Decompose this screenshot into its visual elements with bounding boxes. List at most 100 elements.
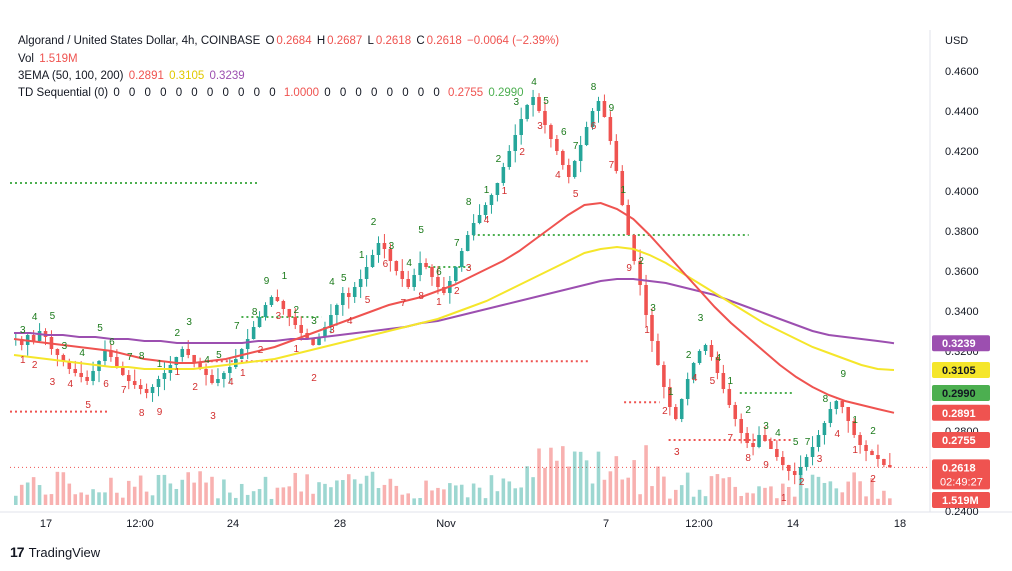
tradingview-logo[interactable]: 17 TradingView xyxy=(10,544,100,560)
td-marker-up: 8 xyxy=(252,307,258,318)
ema-label[interactable]: 3EMA (50, 100, 200) xyxy=(18,70,124,82)
td-marker-up: 5 xyxy=(97,323,103,334)
candle-body xyxy=(519,119,523,135)
td-marker-up: 1 xyxy=(620,185,626,196)
volume-bar xyxy=(335,480,339,505)
volume-bar xyxy=(566,466,571,505)
volume-bar xyxy=(525,466,529,505)
candle-body xyxy=(85,377,89,381)
candle-body xyxy=(858,435,862,445)
td-marker-up: 4 xyxy=(204,355,210,366)
volume-bar xyxy=(769,486,773,505)
td-marker-down: 5 xyxy=(710,376,716,387)
candle-body xyxy=(222,373,226,379)
candle-body xyxy=(115,357,119,367)
volume-bar xyxy=(840,492,845,505)
volume-bar xyxy=(162,474,167,505)
symbol-title[interactable]: Algorand / United States Dollar, 4h, COI… xyxy=(18,35,261,47)
candle-body xyxy=(412,275,416,287)
volume-bar xyxy=(49,494,54,505)
td-marker-down: 2 xyxy=(454,286,460,297)
volume-bar xyxy=(424,480,428,505)
volume-bar xyxy=(507,481,512,505)
x-tick-label: 24 xyxy=(227,518,239,530)
high-value: 0.2687 xyxy=(327,35,363,47)
td-marker-down: 1 xyxy=(20,355,26,366)
volume-bar xyxy=(346,474,351,505)
candle-body xyxy=(561,151,565,165)
legend-volume-row: Vol 1.519M xyxy=(18,53,80,65)
candle-body xyxy=(608,117,613,141)
td-marker-down: 1 xyxy=(175,367,181,378)
candle-body xyxy=(257,317,262,327)
td-marker-up: 3 xyxy=(311,316,317,327)
price-tag-label: 0.2990 xyxy=(942,388,976,400)
low-label: L xyxy=(367,35,374,47)
volume-bar xyxy=(614,456,619,505)
td-marker-up: 4 xyxy=(716,353,722,364)
volume-label[interactable]: Vol xyxy=(18,53,34,65)
candle-body xyxy=(228,367,232,373)
volume-bar xyxy=(14,495,18,505)
volume-bar xyxy=(67,483,72,505)
td-marker-down: 2 xyxy=(870,474,876,485)
candle-body xyxy=(697,351,702,363)
candle-body xyxy=(358,279,363,287)
td-marker-down: 6 xyxy=(103,379,109,390)
candle-body xyxy=(293,317,298,325)
volume-bar xyxy=(626,477,630,505)
y-tick-label: 0.3600 xyxy=(945,266,979,278)
y-tick-label: 0.2400 xyxy=(945,506,979,518)
volume-bar xyxy=(156,474,161,505)
candle-body xyxy=(650,315,654,341)
candle-body xyxy=(786,465,791,471)
candle-body xyxy=(364,267,369,279)
candle-body xyxy=(103,351,107,361)
volume-bar xyxy=(352,479,357,505)
volume-bar xyxy=(555,460,559,505)
td-zeros-a: 0 0 0 0 0 0 0 0 0 0 0 xyxy=(113,87,279,99)
candle-body xyxy=(126,375,131,381)
volume-bar xyxy=(662,476,666,505)
td-marker-down: 6 xyxy=(591,121,597,132)
volume-bar xyxy=(685,472,690,505)
volume-bar xyxy=(126,480,131,505)
candle-body xyxy=(109,351,113,357)
volume-bar xyxy=(816,476,821,505)
td-marker-down: 2 xyxy=(662,406,668,417)
candle-body xyxy=(733,405,738,419)
candle-body xyxy=(73,369,78,373)
volume-bar xyxy=(430,490,434,505)
candle-body xyxy=(156,379,161,387)
price-tag-label: 0.2618 xyxy=(942,462,976,474)
td-marker-up: 5 xyxy=(793,437,799,448)
candle-body xyxy=(483,205,488,215)
candle-body xyxy=(424,263,428,267)
td-marker-down: 9 xyxy=(157,407,163,418)
volume-bar xyxy=(85,494,89,505)
td-marker-down: 2 xyxy=(799,477,805,488)
candle-body xyxy=(216,379,220,383)
volume-bar xyxy=(489,475,494,505)
candle-body xyxy=(614,141,619,171)
td-marker-up: 9 xyxy=(264,276,270,287)
volume-tag-label: 1.519M xyxy=(942,495,979,507)
candle-body xyxy=(632,235,636,261)
candle-body xyxy=(454,267,458,281)
candle-body xyxy=(436,277,440,287)
td-marker-up: 1 xyxy=(668,387,674,398)
candle-body xyxy=(19,339,24,345)
td-marker-up: 3 xyxy=(513,97,519,108)
volume-bar xyxy=(739,496,743,505)
volume-bar xyxy=(501,478,506,505)
candle-body xyxy=(828,409,833,423)
td-marker-up: 3 xyxy=(763,421,769,432)
td-marker-up: 2 xyxy=(175,328,181,339)
x-tick-label: 12:00 xyxy=(685,518,713,530)
candle-body xyxy=(287,309,292,317)
candle-body xyxy=(656,341,660,365)
td-marker-up: 9 xyxy=(609,103,615,114)
td-label[interactable]: TD Sequential (0) xyxy=(18,87,109,99)
volume-bar xyxy=(549,447,553,505)
